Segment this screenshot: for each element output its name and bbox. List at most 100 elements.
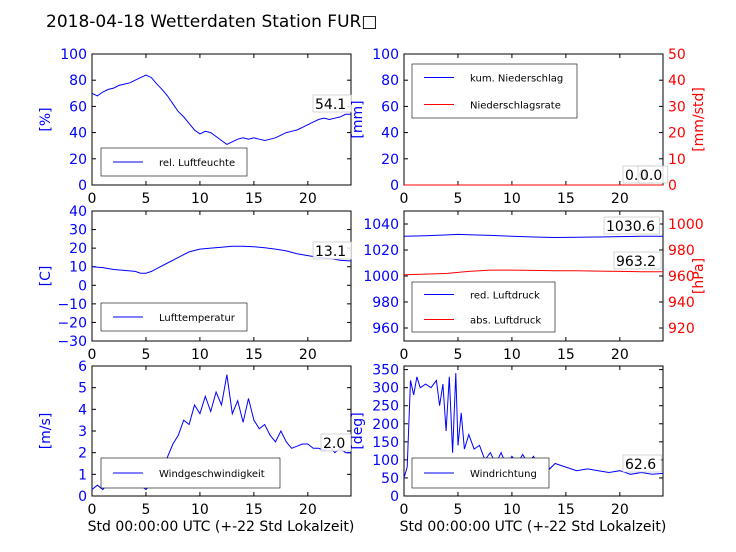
- humidity-plot-frame: [91, 53, 352, 186]
- temperature-x-tick-label: 0: [88, 347, 97, 363]
- precip-legend-label: kum. Niederschlag: [470, 74, 563, 85]
- pressure-y2-tick-label: 1000: [668, 217, 704, 233]
- pressure-last-value-2-box: [613, 251, 662, 270]
- chart-title: 2018-04-18 Wetterdaten Station FUR□: [46, 12, 377, 32]
- precip-y2-tick-label: 0: [668, 178, 677, 194]
- pressure-y-tick-label: 1000: [363, 269, 399, 285]
- winddir-series-line-0: [403, 373, 664, 479]
- pressure-y-tick-label: 1020: [363, 243, 399, 259]
- winddir-x-tick-label: 20: [611, 502, 629, 518]
- pressure-series-line-1: [403, 269, 664, 276]
- winddir-y-tick-label: 350: [372, 363, 399, 379]
- windspeed-y-tick-label: 0: [78, 489, 87, 505]
- winddir-plot-frame: [403, 365, 664, 497]
- temperature-x-tick-label: 10: [191, 347, 209, 363]
- humidity-series-line-0: [91, 74, 351, 145]
- temperature-legend-label: Lufttemperatur: [159, 313, 236, 324]
- windspeed-y-tick-label: 5: [78, 381, 87, 397]
- humidity-y-tick-label: 80: [69, 73, 87, 89]
- temperature-x-tick-label: 20: [299, 347, 317, 363]
- windspeed-y-axis-label: [m/s]: [38, 413, 54, 450]
- precip-y2-tick-label: 20: [668, 126, 686, 142]
- precip-x-tick-label: 10: [503, 191, 521, 207]
- windspeed-y-tick-label: 4: [78, 402, 87, 418]
- pressure-y2-axis-label: [hPa]: [691, 258, 707, 294]
- precip-y-tick-label: 80: [381, 73, 399, 89]
- precip-y2-axis-label: [mm/std]: [691, 87, 707, 152]
- humidity-x-tick-label: 10: [191, 191, 209, 207]
- pressure-last-value-box: [603, 216, 660, 235]
- precip-x-tick-label: 5: [453, 191, 462, 207]
- temperature-y-tick-label: −10: [57, 297, 87, 313]
- windspeed-x-tick-label: 10: [191, 502, 209, 518]
- pressure-series-line-0: [403, 233, 664, 239]
- precip-y-tick-label: 60: [381, 99, 399, 115]
- precip-x-tick-label: 20: [611, 191, 629, 207]
- winddir-y-tick-label: 50: [381, 471, 399, 487]
- humidity-x-tick-label: 5: [141, 191, 150, 207]
- pressure-y2-tick-label: 980: [668, 243, 695, 259]
- pressure-last-value: 1030.6: [606, 219, 655, 235]
- humidity-legend-label: rel. Luftfeuchte: [159, 158, 235, 169]
- temperature-y-tick-label: 20: [69, 241, 87, 257]
- pressure-x-tick-label: 5: [453, 347, 462, 363]
- precip-y2-tick-label: 50: [668, 47, 686, 63]
- pressure-x-tick-label: 0: [400, 347, 409, 363]
- temperature-y-tick-label: 30: [69, 223, 87, 239]
- humidity-y-tick-label: 40: [69, 126, 87, 142]
- temperature-x-tick-label: 15: [245, 347, 263, 363]
- windspeed-y-tick-label: 3: [78, 424, 87, 440]
- temperature-last-value: 13.1: [315, 244, 346, 260]
- temperature-y-tick-label: 0: [78, 278, 87, 294]
- winddir-x-tick-label: 15: [557, 502, 575, 518]
- precip-last-value-2: 0.0: [640, 168, 662, 184]
- pressure-y2-tick-label: 960: [668, 269, 695, 285]
- temperature-y-tick-label: −20: [57, 315, 87, 331]
- x-axis-label-right: Std 00:00:00 UTC (+-22 Std Lokalzeit): [400, 519, 667, 535]
- precip-y-tick-label: 0: [390, 178, 399, 194]
- winddir-y-tick-label: 300: [372, 381, 399, 397]
- precip-last-value-2-box: [637, 165, 669, 184]
- precip-x-tick-label: 15: [557, 191, 575, 207]
- precip-y2-tick-label: 30: [668, 99, 686, 115]
- pressure-y2-tick-label: 920: [668, 321, 695, 337]
- windspeed-last-value: 2.0: [323, 436, 345, 452]
- pressure-legend-label: red. Luftdruck: [470, 291, 540, 302]
- temperature-series-line-0: [91, 245, 352, 274]
- winddir-x-tick-label: 10: [503, 502, 521, 518]
- humidity-last-value: 54.1: [315, 97, 346, 113]
- precip-y-tick-label: 100: [372, 47, 399, 63]
- humidity-y-tick-label: 60: [69, 99, 87, 115]
- winddir-last-value-box: [622, 454, 662, 473]
- pressure-x-tick-label: 20: [611, 347, 629, 363]
- winddir-y-tick-label: 250: [372, 399, 399, 415]
- winddir-y-tick-label: 200: [372, 417, 399, 433]
- winddir-y-tick-label: 100: [372, 453, 399, 469]
- humidity-y-axis-label: [%]: [38, 107, 54, 131]
- precip-y2-tick-label: 10: [668, 152, 686, 168]
- humidity-last-value-box: [312, 94, 352, 113]
- humidity-x-tick-label: 20: [299, 191, 317, 207]
- temperature-y-tick-label: 40: [69, 204, 87, 220]
- windspeed-x-tick-label: 20: [299, 502, 317, 518]
- temperature-plot-frame: [91, 210, 352, 342]
- windspeed-x-tick-label: 0: [88, 502, 97, 518]
- precip-y-axis-label: [mm]: [350, 100, 366, 138]
- pressure-y-tick-label: 1040: [363, 217, 399, 233]
- pressure-last-value-2: 963.2: [616, 254, 656, 270]
- humidity-y-tick-label: 0: [78, 178, 87, 194]
- pressure-legend-label: abs. Luftdruck: [470, 316, 541, 327]
- windspeed-y-tick-label: 6: [78, 359, 87, 375]
- x-axis-label-left: Std 00:00:00 UTC (+-22 Std Lokalzeit): [88, 519, 355, 535]
- humidity-y-tick-label: 100: [60, 47, 87, 63]
- winddir-last-value: 62.6: [625, 457, 656, 473]
- pressure-x-tick-label: 10: [503, 347, 521, 363]
- winddir-y-axis-label: [deg]: [350, 412, 366, 449]
- humidity-x-tick-label: 15: [245, 191, 263, 207]
- winddir-y-tick-label: 0: [390, 489, 399, 505]
- pressure-y-tick-label: 960: [372, 321, 399, 337]
- windspeed-last-value-box: [320, 433, 352, 452]
- winddir-y-tick-label: 150: [372, 435, 399, 451]
- temperature-last-value-box: [312, 241, 352, 260]
